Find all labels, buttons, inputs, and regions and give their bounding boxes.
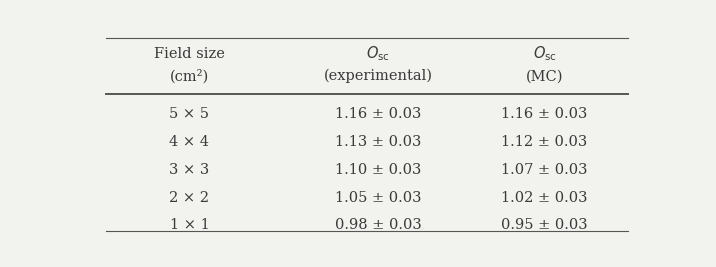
Text: 4 × 4: 4 × 4 [170, 135, 209, 149]
Text: 1.07 ± 0.03: 1.07 ± 0.03 [501, 163, 588, 177]
Text: 1.10 ± 0.03: 1.10 ± 0.03 [335, 163, 421, 177]
Text: 1.16 ± 0.03: 1.16 ± 0.03 [501, 107, 588, 121]
Text: (experimental): (experimental) [324, 69, 432, 83]
Text: Field size: Field size [154, 47, 225, 61]
Text: 1.12 ± 0.03: 1.12 ± 0.03 [501, 135, 588, 149]
Text: 2 × 2: 2 × 2 [170, 191, 209, 205]
Text: 1.13 ± 0.03: 1.13 ± 0.03 [335, 135, 421, 149]
Text: 1.16 ± 0.03: 1.16 ± 0.03 [335, 107, 421, 121]
Text: (cm²): (cm²) [170, 69, 209, 83]
Text: $O_{\mathrm{sc}}$: $O_{\mathrm{sc}}$ [366, 44, 390, 63]
Text: $O_{\mathrm{sc}}$: $O_{\mathrm{sc}}$ [533, 44, 556, 63]
Text: 5 × 5: 5 × 5 [170, 107, 209, 121]
Text: 1.05 ± 0.03: 1.05 ± 0.03 [335, 191, 421, 205]
Text: 1 × 1: 1 × 1 [170, 218, 209, 232]
Text: 0.95 ± 0.03: 0.95 ± 0.03 [501, 218, 588, 232]
Text: (MC): (MC) [526, 69, 563, 83]
Text: 0.98 ± 0.03: 0.98 ± 0.03 [334, 218, 422, 232]
Text: 1.02 ± 0.03: 1.02 ± 0.03 [501, 191, 588, 205]
Text: 3 × 3: 3 × 3 [169, 163, 210, 177]
